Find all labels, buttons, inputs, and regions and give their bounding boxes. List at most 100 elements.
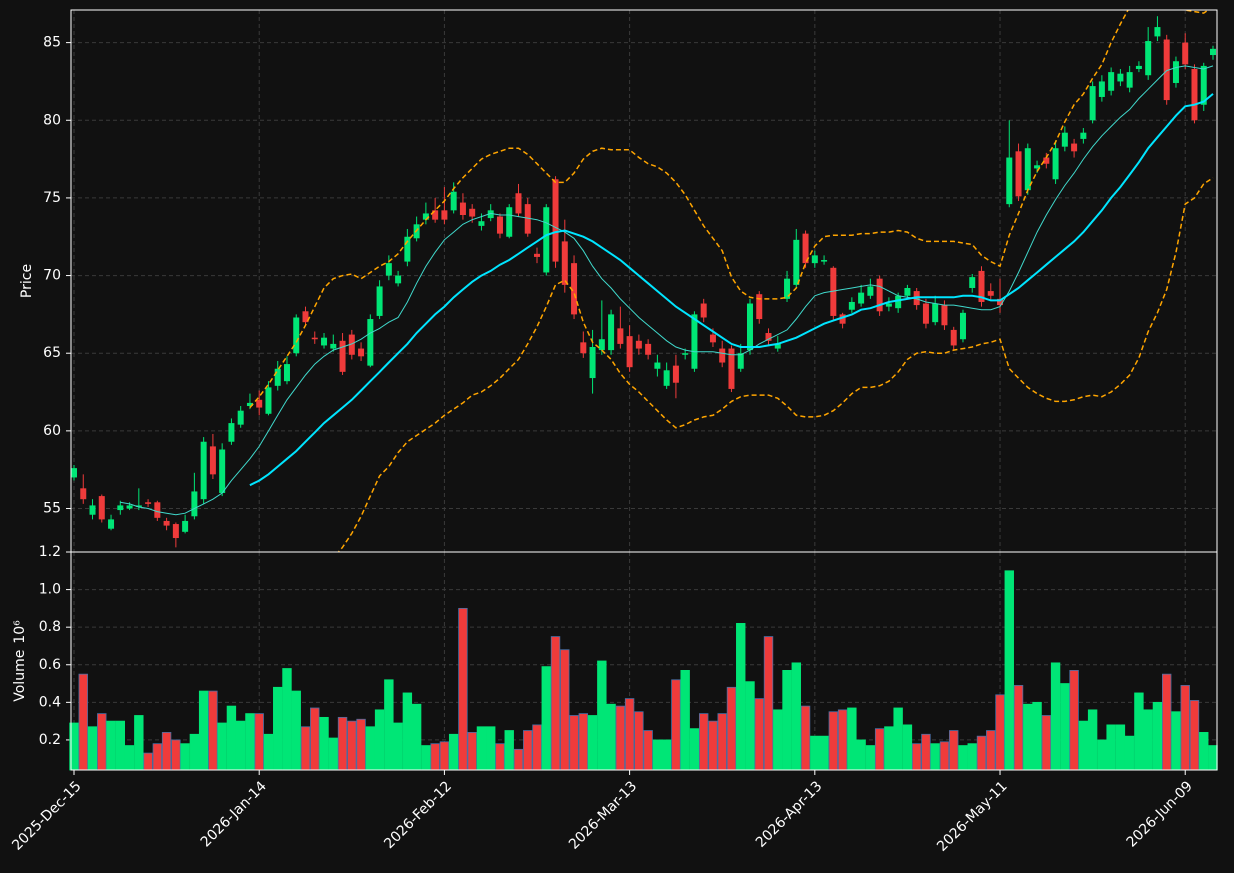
volume-bar	[930, 743, 940, 771]
volume-bar	[87, 726, 98, 771]
volume-bar	[541, 666, 551, 771]
volume-bar	[486, 726, 496, 771]
volume-offset: 10⁶	[12, 620, 28, 644]
volume-bar	[143, 752, 153, 771]
volume-bar	[374, 709, 385, 771]
candle-body	[1145, 41, 1152, 76]
volume-bar	[615, 705, 626, 771]
volume-bar	[800, 705, 811, 771]
candle-body	[515, 193, 522, 214]
volume-bar	[893, 707, 903, 771]
y-tick-label: 0.2	[39, 732, 61, 748]
candle-body	[626, 336, 633, 368]
volume-bar	[763, 636, 774, 771]
volume-bar	[1004, 570, 1014, 771]
volume-bar	[282, 668, 292, 771]
volume-bar	[171, 739, 181, 771]
volume-bar	[1023, 703, 1033, 771]
candles	[71, 10, 1216, 552]
candle-body	[580, 342, 587, 354]
volume-bar	[523, 730, 533, 771]
candle-body	[663, 370, 670, 386]
volume-bar	[1115, 724, 1126, 771]
candle-body	[1024, 148, 1031, 191]
candle-body	[895, 295, 902, 309]
candle-body	[219, 449, 226, 493]
volume-bar	[161, 732, 172, 771]
volume-bar	[319, 716, 329, 771]
volume-bar	[328, 737, 338, 771]
volume-bar	[152, 743, 163, 771]
volume-bar	[226, 705, 237, 771]
candle-body	[682, 353, 689, 355]
volume-bar	[1041, 715, 1052, 771]
y-tick-label: 1.0	[39, 582, 61, 598]
volume-bar	[782, 669, 792, 771]
candle-body	[608, 314, 615, 351]
volume-bar	[1152, 701, 1163, 771]
candle-body	[256, 399, 263, 408]
candle-body	[228, 423, 235, 442]
volume-bar	[458, 607, 468, 771]
volume-bar	[1097, 739, 1107, 771]
volume-bar	[689, 728, 700, 771]
candle-body	[1200, 65, 1207, 105]
candle-body	[858, 292, 865, 304]
volume-bar	[810, 735, 820, 771]
candle-body	[339, 340, 346, 372]
y-tick-label: 55	[43, 501, 61, 517]
volume-bar	[1069, 669, 1079, 771]
volume-bar	[995, 694, 1005, 771]
volume-bar	[661, 739, 672, 771]
candle-body	[311, 337, 318, 340]
candle-body	[1052, 148, 1059, 180]
volume-bar	[819, 735, 829, 771]
y-tick-label: 80	[43, 112, 61, 128]
candle-body	[1071, 143, 1078, 152]
candle-body	[441, 210, 448, 220]
volume-bar	[263, 733, 274, 771]
candle-body	[80, 488, 87, 500]
candle-body	[1163, 39, 1170, 101]
y-tick-label: 1.2	[39, 544, 61, 560]
volume-bar	[467, 732, 477, 771]
candle-body	[645, 343, 652, 355]
volume-bar	[856, 739, 866, 771]
candle-body	[376, 286, 383, 316]
volume-bar	[1013, 685, 1024, 771]
volume-bar	[1106, 724, 1116, 771]
candle-body	[654, 362, 661, 369]
candle-body	[802, 233, 809, 264]
volume-bar	[310, 707, 320, 771]
candle-body	[811, 255, 818, 264]
candle-body	[728, 348, 735, 389]
volume-bar	[791, 662, 801, 771]
candle-body	[358, 348, 365, 357]
volume-bar	[569, 715, 579, 771]
volume-bar	[921, 733, 931, 771]
volume-bar	[78, 673, 88, 771]
candle-body	[571, 263, 578, 315]
candle-body	[367, 319, 374, 366]
volume-bar	[911, 743, 922, 771]
candle-body	[478, 221, 485, 226]
volume-bar	[504, 730, 514, 771]
candle-body	[237, 410, 244, 425]
candle-body	[950, 329, 957, 346]
candle-body	[126, 505, 133, 509]
volume-bar	[986, 730, 996, 771]
candle-body	[274, 368, 281, 386]
candle-body	[89, 505, 96, 515]
volume-bar	[698, 713, 709, 771]
volume-bar	[291, 690, 301, 771]
candle-body	[404, 236, 411, 262]
candle-body	[561, 241, 568, 285]
volume-bar	[902, 724, 913, 771]
candle-body	[1015, 151, 1022, 197]
volume-bar	[828, 711, 839, 771]
indicator-line	[337, 177, 1214, 552]
volume-bar	[1143, 709, 1153, 771]
candle-body	[672, 365, 679, 383]
candle-body	[793, 239, 800, 285]
